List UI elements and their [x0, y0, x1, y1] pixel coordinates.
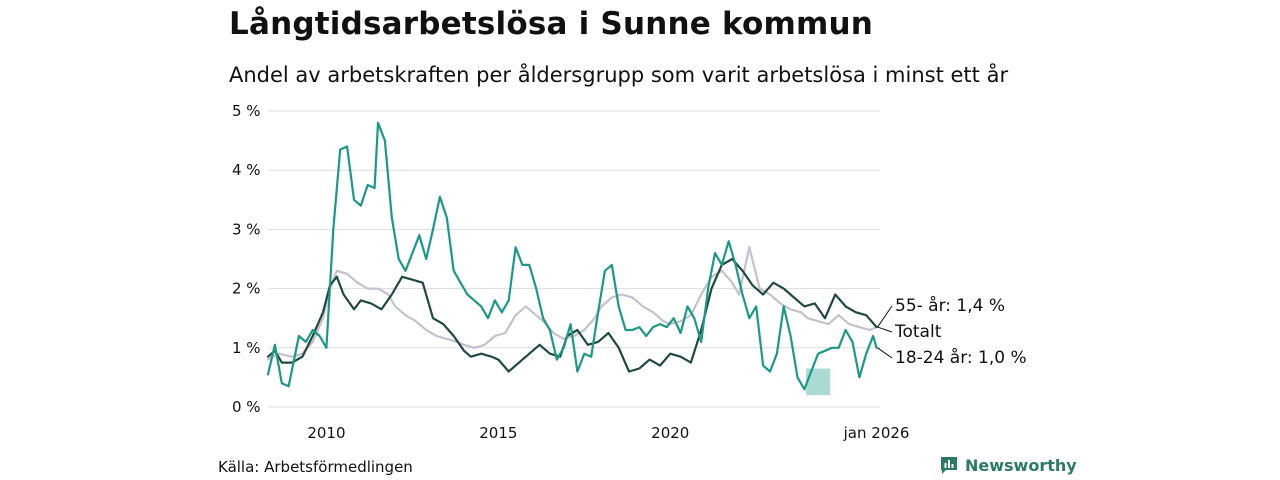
series-line-55-r — [266, 257, 878, 373]
x-tick-label: 2010 — [307, 424, 345, 442]
x-tick-label: 2020 — [651, 424, 689, 442]
newsworthy-logo[interactable]: Newsworthy — [939, 455, 1077, 475]
brand-name: Newsworthy — [965, 455, 1077, 475]
x-tick-label: 2015 — [479, 424, 517, 442]
series-end-label: 18-24 år: 1,0 % — [895, 347, 1027, 368]
label-leader-line — [877, 326, 893, 333]
y-tick-label: 1 % — [232, 339, 261, 357]
bar-chart-icon — [941, 457, 957, 474]
y-tick-label: 0 % — [232, 398, 261, 416]
label-leader-line — [877, 305, 893, 328]
y-tick-label: 3 % — [232, 220, 261, 238]
chart-subtitle: Andel av arbetskraften per åldersgrupp s… — [229, 63, 1009, 87]
x-tick-label: jan 2026 — [843, 424, 910, 442]
label-leader-line — [877, 347, 893, 359]
series-end-label: 55- år: 1,4 % — [895, 295, 1005, 316]
series-end-label: Totalt — [894, 322, 942, 342]
y-tick-label: 4 % — [232, 161, 261, 179]
series-line-totalt — [266, 246, 878, 361]
line-chart: 0 % 1 % 2 % 3 % 4 % 5 % 2010 2015 2020 jan 2026 55… — [232, 102, 1027, 442]
series-line-18-24-r — [266, 121, 878, 391]
source-note: Källa: Arbetsförmedlingen — [218, 458, 413, 476]
y-tick-label: 5 % — [232, 102, 261, 120]
chart-title: Långtidsarbetslösa i Sunne kommun — [229, 6, 873, 42]
y-tick-label: 2 % — [232, 280, 261, 298]
